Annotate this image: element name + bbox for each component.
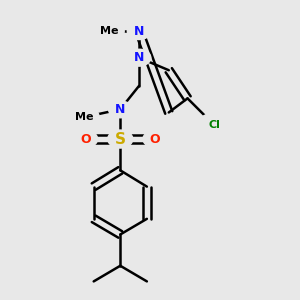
Text: Me: Me — [75, 112, 94, 122]
Text: Cl: Cl — [208, 120, 220, 130]
Ellipse shape — [198, 113, 231, 137]
Ellipse shape — [143, 130, 166, 148]
Ellipse shape — [94, 20, 124, 42]
Text: O: O — [81, 133, 91, 146]
Ellipse shape — [108, 130, 133, 148]
Text: O: O — [149, 133, 160, 146]
Ellipse shape — [109, 101, 132, 118]
Text: N: N — [134, 51, 144, 64]
Text: S: S — [115, 131, 126, 146]
Text: N: N — [134, 25, 144, 38]
Text: Me: Me — [100, 26, 118, 36]
Ellipse shape — [69, 106, 99, 128]
Text: N: N — [115, 103, 125, 116]
Ellipse shape — [127, 23, 151, 40]
Ellipse shape — [127, 49, 151, 66]
Ellipse shape — [74, 130, 98, 148]
